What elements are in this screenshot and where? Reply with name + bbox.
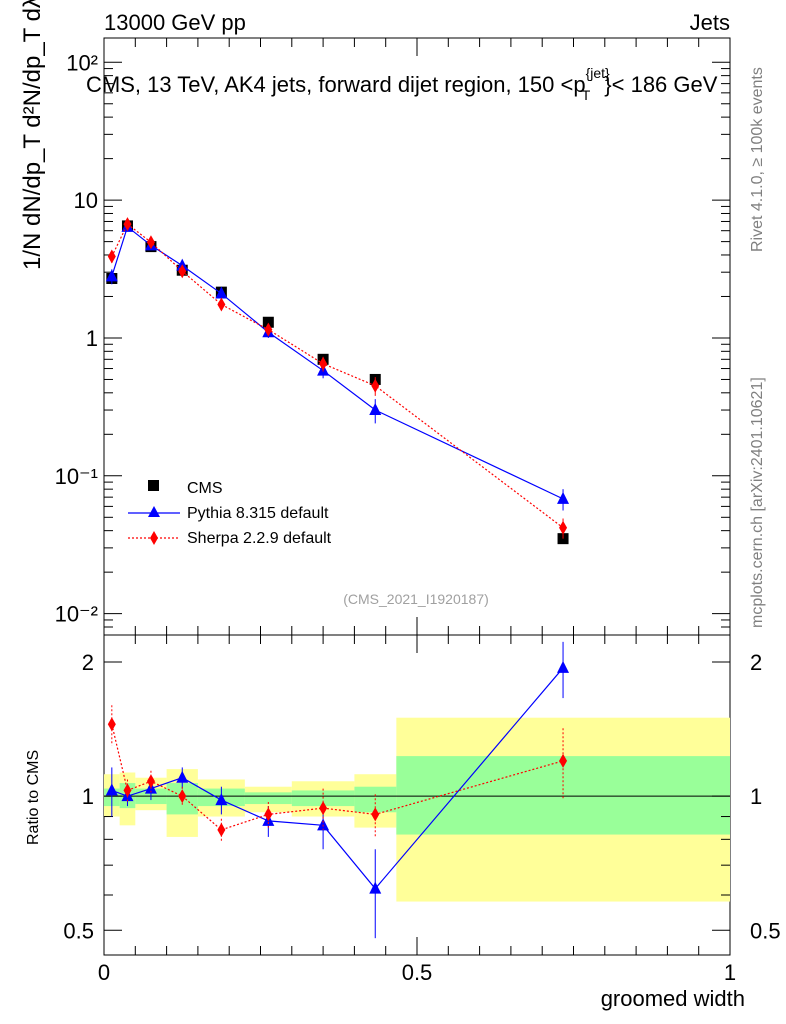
x-tick-label: 0 (98, 960, 110, 985)
y-tick-label: 1 (86, 326, 98, 351)
ratio-tick-label-left: 1 (82, 784, 94, 809)
ratio-y-label: Ratio to CMS (25, 750, 42, 845)
pythia-ratio-point (215, 793, 228, 806)
chart-title: CMS, 13 TeV, AK4 jets, forward dijet reg… (86, 65, 718, 103)
legend-cms-label: CMS (187, 480, 223, 497)
sherpa-ratio-point (146, 774, 155, 789)
x-tick-label: 0.5 (402, 960, 433, 985)
ratio-band-green (244, 792, 292, 805)
legend-sherpa-marker (150, 531, 158, 545)
pythia-ratio-point (176, 770, 189, 783)
pythia-ratio-point (317, 818, 330, 831)
legend-sherpa-label: Sherpa 2.2.9 default (187, 530, 332, 547)
ratio-tick-label-right: 0.5 (750, 918, 781, 943)
sherpa-data-point (123, 217, 132, 232)
sherpa-ratio-point (559, 753, 568, 768)
legend-cms-marker (148, 480, 159, 491)
sherpa-ratio-point (178, 789, 187, 804)
y-tick-label: 10 (74, 188, 98, 213)
pythia-data-point (215, 286, 228, 299)
side-bottom-text: mcplots.cern.ch [arXiv:2401.10621] (749, 377, 766, 628)
pythia-data-point (557, 491, 570, 504)
sherpa-data-point (107, 249, 116, 264)
legend-pythia-marker (148, 506, 160, 517)
legend: CMS Pythia 8.315 default Sherpa 2.2.9 de… (128, 480, 332, 547)
sherpa-ratio-point (123, 783, 132, 798)
x-axis-label: groomed width (601, 986, 745, 1011)
chart-title-group: CMS, 13 TeV, AK4 jets, forward dijet reg… (86, 65, 718, 103)
x-ticks: 0 0.5 1 (98, 38, 736, 985)
sherpa-ratio-point (319, 801, 328, 816)
ratio-tick-label-right: 2 (750, 650, 762, 675)
pythia-ratio-point (369, 881, 382, 894)
main-ticks: 10⁻² 10⁻¹ 1 10 10² (55, 50, 730, 636)
sherpa-ratio-point (107, 717, 116, 732)
sherpa-data-point (371, 378, 380, 393)
analysis-watermark: (CMS_2021_I1920187) (343, 591, 489, 607)
sherpa-ratio-point (217, 822, 226, 837)
ratio-series (105, 641, 570, 939)
sherpa-data-point (178, 264, 187, 279)
y-tick-label: 10² (66, 50, 98, 75)
header-right: Jets (690, 10, 730, 35)
ratio-tick-label-right: 1 (750, 784, 762, 809)
sherpa-ratio-point (371, 807, 380, 822)
main-series (105, 217, 570, 545)
sherpa-data-point (559, 520, 568, 535)
sherpa-ratio-point (264, 807, 273, 822)
y-axis-label: 1/N dN/dp_T d²N/dp_T dλ (19, 0, 46, 270)
sherpa-data-point (264, 322, 273, 337)
cms-data-point (262, 316, 274, 328)
sherpa-data-point (319, 356, 328, 371)
ratio-band-green (396, 756, 730, 835)
x-tick-label: 1 (724, 960, 736, 985)
sherpa-data-point (146, 235, 155, 250)
series-line-2 (111, 223, 564, 529)
ratio-tick-label-left: 2 (82, 650, 94, 675)
pythia-ratio-point (557, 660, 570, 673)
y-tick-label: 10⁻² (55, 602, 98, 627)
header-left: 13000 GeV pp (104, 10, 246, 35)
y-tick-label: 10⁻¹ (55, 464, 98, 489)
legend-pythia-label: Pythia 8.315 default (187, 505, 329, 522)
sherpa-data-point (217, 297, 226, 312)
sherpa-ratio-line (111, 724, 564, 831)
ratio-ticks: 0.5 0.5 1 1 2 2 (63, 650, 780, 943)
pythia-ratio-point (105, 783, 118, 796)
pythia-data-point (369, 403, 382, 416)
ratio-tick-label-left: 0.5 (63, 918, 94, 943)
side-top-text: Rivet 4.1.0, ≥ 100k events (749, 67, 766, 252)
pythia-data-point (105, 269, 118, 282)
